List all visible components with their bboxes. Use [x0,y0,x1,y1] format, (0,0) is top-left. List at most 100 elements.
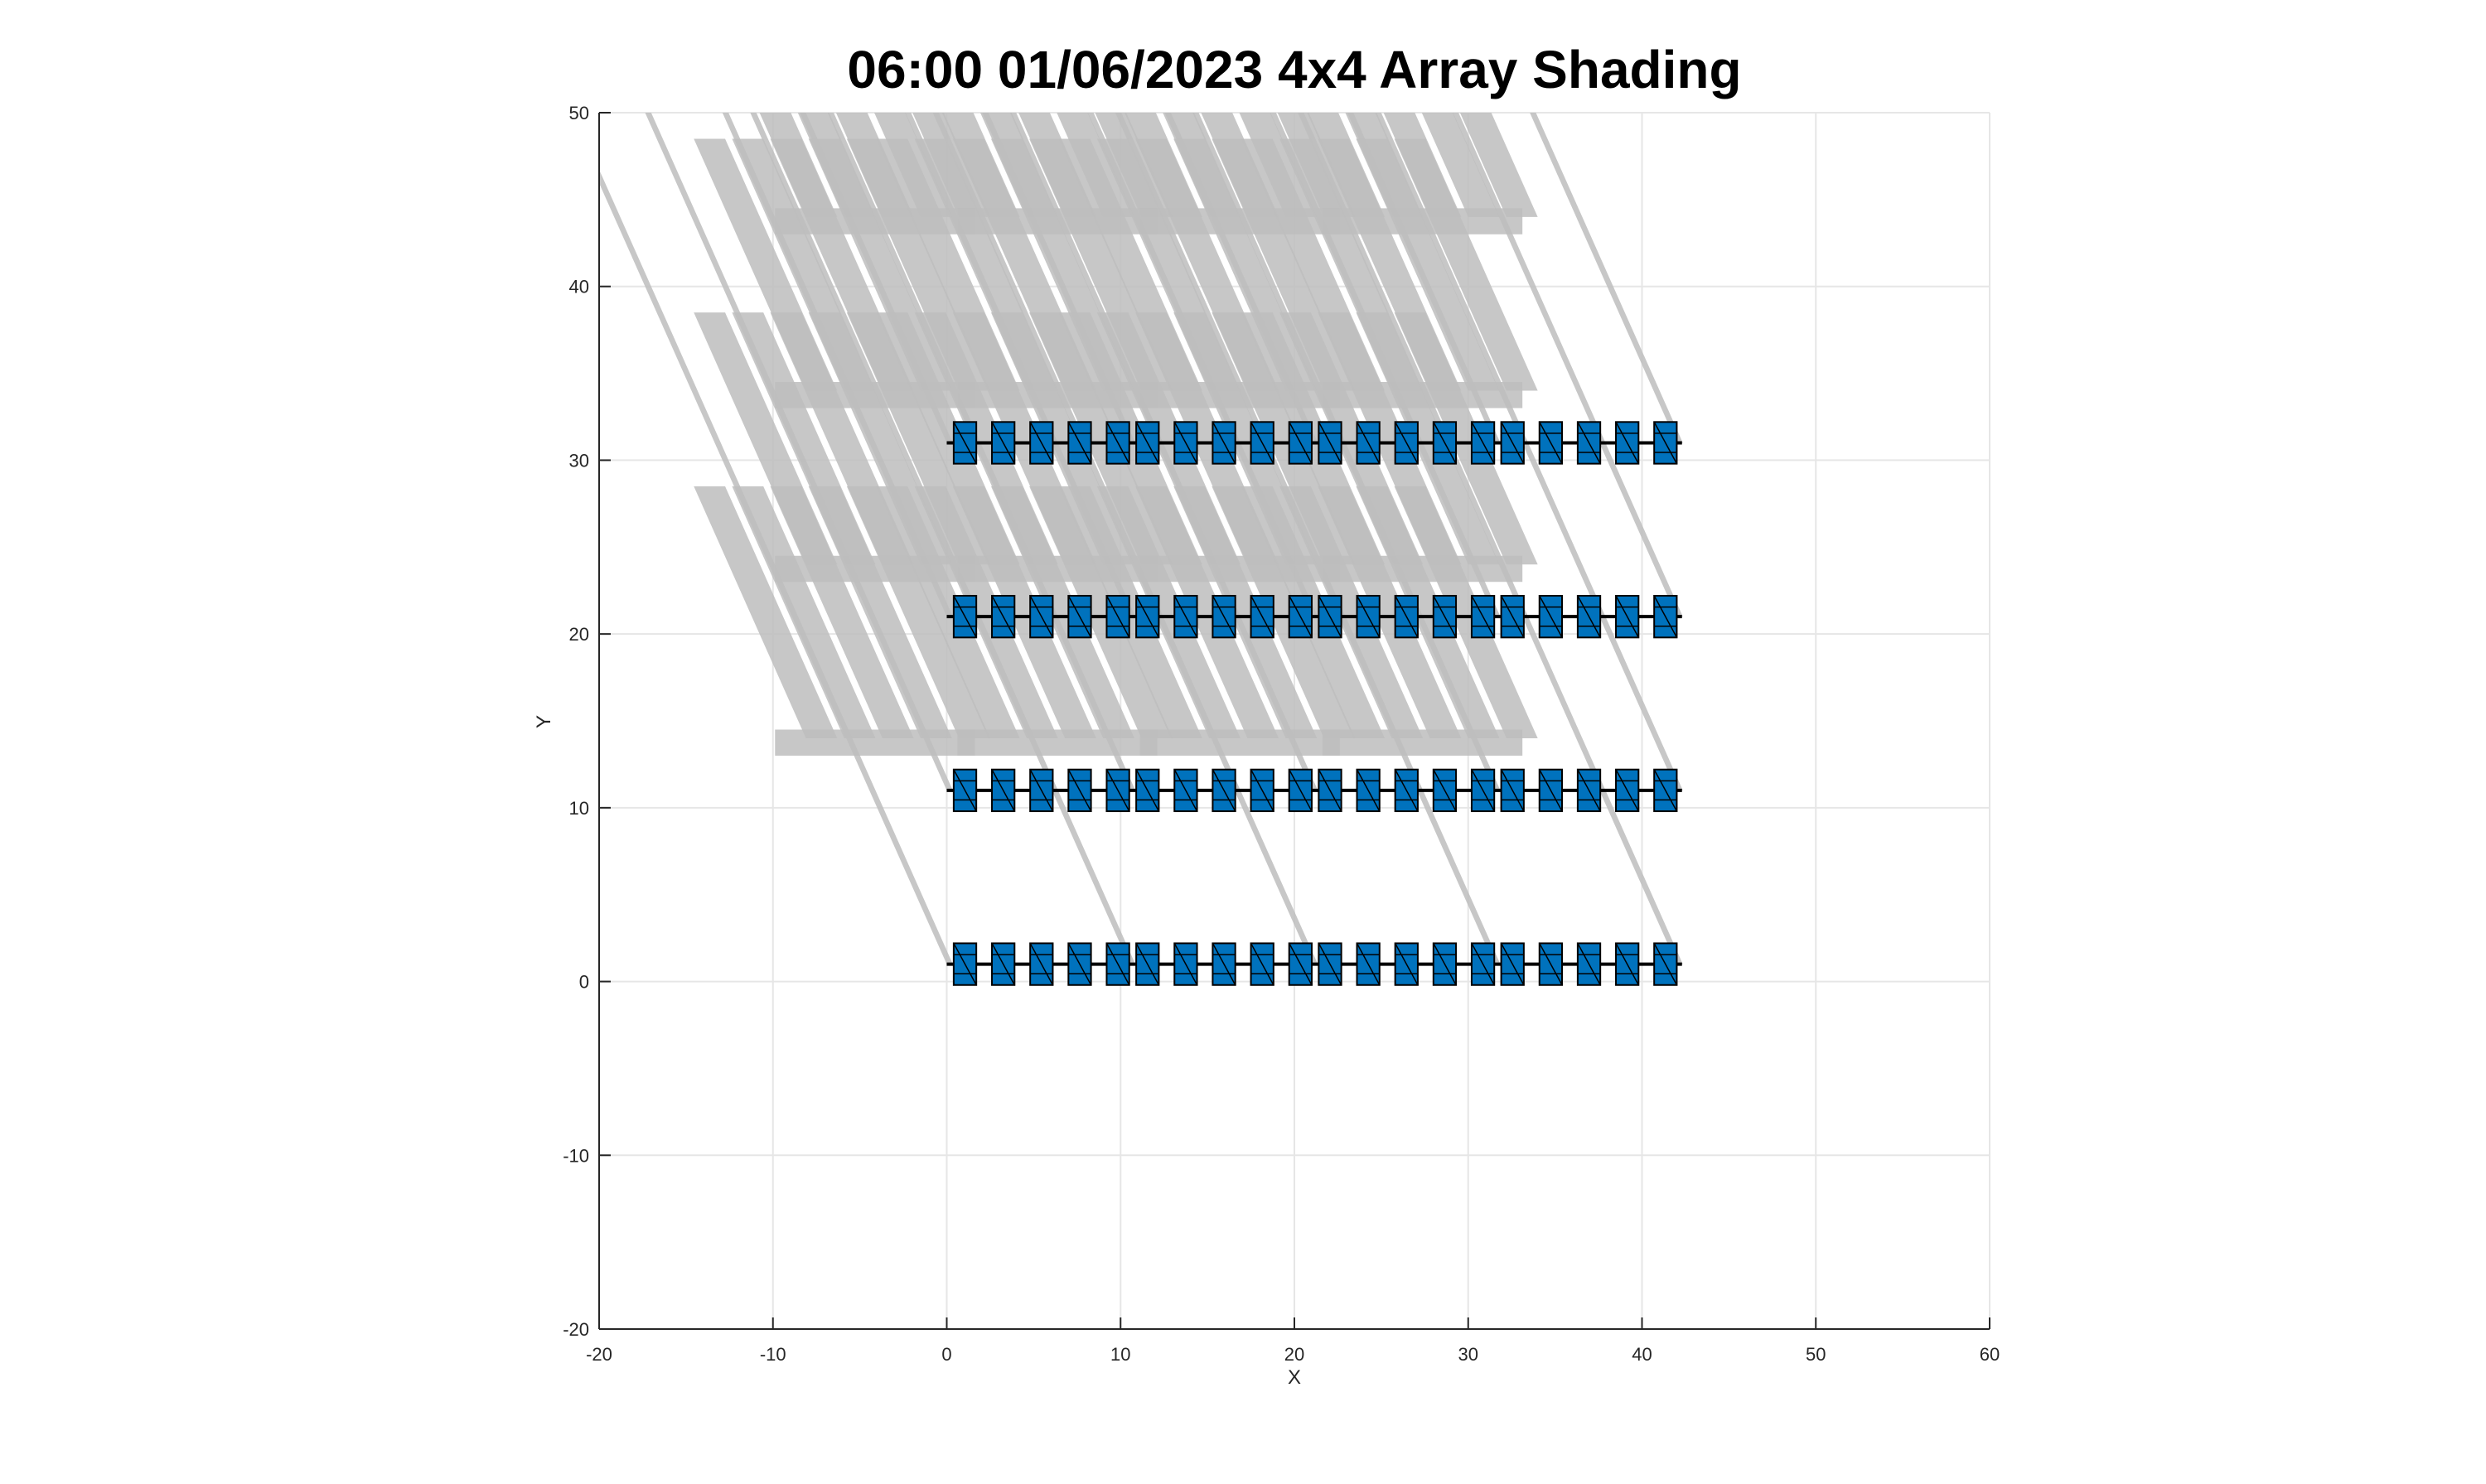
post-shadow [1375,113,1683,790]
module-diagonal [1433,943,1457,986]
panel-shadow [694,312,838,565]
module-diagonal [1105,769,1130,812]
panel-shadow [874,113,952,217]
panel-shadow [1096,312,1241,565]
module-diagonal [1173,943,1198,986]
panel-shadow [694,486,838,738]
module-diagonal [1289,421,1313,464]
module-diagonal [1433,595,1457,638]
x-tick-label: 10 [1110,1344,1130,1365]
module-diagonal [1356,421,1381,464]
module-diagonal [1212,595,1236,638]
panel-shadow [1096,486,1241,738]
module-diagonal [1212,769,1236,812]
module-diagonal [953,943,977,986]
module-diagonal [1539,421,1563,464]
module-diagonal [1105,595,1130,638]
panel-shadow [876,312,1020,565]
tube-shadow [1139,729,1340,756]
tube-shadow [775,555,975,582]
module-diagonal [1394,943,1419,986]
panel-shadow [914,138,1058,391]
x-tick-label: 40 [1632,1344,1652,1365]
x-tick-label: 60 [1980,1344,2000,1365]
panel-shadow [1201,113,1279,217]
panel-shadow [835,113,914,217]
module-diagonal [1250,595,1274,638]
module-diagonal [1615,769,1639,812]
module-diagonal [1356,943,1381,986]
module-diagonal [1250,943,1274,986]
panel-shadow [1277,113,1356,217]
tube-shadow [1322,555,1523,582]
panel-shadow [1058,138,1202,391]
module-diagonal [1067,943,1092,986]
module-diagonal [1653,421,1678,464]
y-tick-label: 10 [569,798,589,819]
module-diagonal [1212,943,1236,986]
x-tick-label: 30 [1458,1344,1478,1365]
module-diagonal [1394,421,1419,464]
module-diagonal [1135,943,1160,986]
tube-shadow [775,382,975,408]
module-diagonal [1318,595,1342,638]
plot-area: -20 -10 0 10 20 30 40 50 60 -20 -10 0 10 20 30 40 50 [563,103,2000,1365]
tube-shadow [957,208,1158,234]
tube-shadow [1139,382,1340,408]
panel-shadow [1307,113,1386,217]
x-tick-label: -10 [760,1344,786,1365]
module-diagonal [953,595,977,638]
module-diagonal [1289,595,1313,638]
module-diagonal [1433,421,1457,464]
module-diagonal [1105,421,1130,464]
module-diagonal [991,943,1015,986]
x-tick-label: -20 [586,1344,612,1365]
panel-shadow [1163,113,1241,217]
module-diagonal [1173,595,1198,638]
panel-shadow [1241,312,1386,565]
x-tick-label: 50 [1806,1344,1826,1365]
module-diagonal [1500,943,1525,986]
module-diagonal [1653,595,1678,638]
module-diagonal [1029,943,1054,986]
module-diagonal [1029,421,1054,464]
tube-shadow [775,208,975,234]
tube-shadow [1322,208,1523,234]
tube-shadow [957,382,1158,408]
post-shadow [1452,113,1683,617]
tube-shadow [1139,208,1340,234]
y-tick-label: 0 [579,972,589,993]
panel-shadow [912,113,990,217]
panel-shadow [694,138,838,391]
module-diagonal [1067,769,1092,812]
module-diagonal [1250,769,1274,812]
module-diagonal [1173,421,1198,464]
module-diagonal [991,595,1015,638]
x-tick-label: 0 [941,1344,951,1365]
module-diagonal [1067,595,1092,638]
panel-shadow [732,138,876,391]
panel-shadow [1459,113,1538,217]
panel-shadow [1279,312,1424,565]
panel-shadow [941,113,1020,217]
module-diagonal [1394,769,1419,812]
module-diagonal [1356,769,1381,812]
panel-shadow [759,113,838,217]
module-diagonal [1471,595,1495,638]
tube-shadow [1139,555,1340,582]
panel-shadow [1241,486,1386,738]
module-diagonal [1653,943,1678,986]
module-diagonal [1356,595,1381,638]
panel-shadow [1345,113,1424,217]
module-diagonal [1500,595,1525,638]
y-tick-label: -10 [563,1145,589,1166]
panel-shadow [1058,486,1202,738]
module-diagonal [1289,943,1313,986]
module-diagonal [1615,421,1639,464]
module-diagonal [1173,769,1198,812]
y-tick-label: 30 [569,450,589,471]
panel-shadow [1239,113,1318,217]
panel-shadow [1057,113,1135,217]
module-diagonal [1289,769,1313,812]
shadow-layer [599,113,1683,964]
